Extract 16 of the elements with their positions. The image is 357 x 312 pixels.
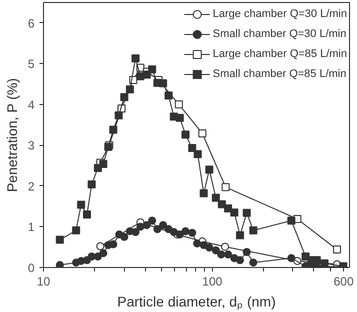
x-axis-title: Particle diameter, dₚ (nm) <box>117 294 276 310</box>
x-tick-label: 10 <box>36 274 50 288</box>
legend-label: Small chamber Q=30 L/min <box>212 28 346 40</box>
x-tick-label: 100 <box>202 274 223 288</box>
y-tick-label: 2 <box>28 179 35 194</box>
y-tick-label: 0 <box>28 261 35 275</box>
legend-label: Large chamber Q=85 L/min <box>212 48 347 60</box>
y-tick-label: 5 <box>28 57 35 72</box>
legend-label: Small chamber Q=85 L/min <box>212 68 346 80</box>
y-tick-label: 1 <box>28 220 35 234</box>
y-tick-label: 3 <box>28 138 35 153</box>
y-tick-label: 6 <box>28 16 35 30</box>
y-axis-title: Penetration, P (%) <box>4 78 20 192</box>
x-tick-label: 600 <box>334 274 354 288</box>
legend-label: Large chamber Q=30 L/min <box>212 8 347 20</box>
y-tick-label: 4 <box>28 98 35 112</box>
